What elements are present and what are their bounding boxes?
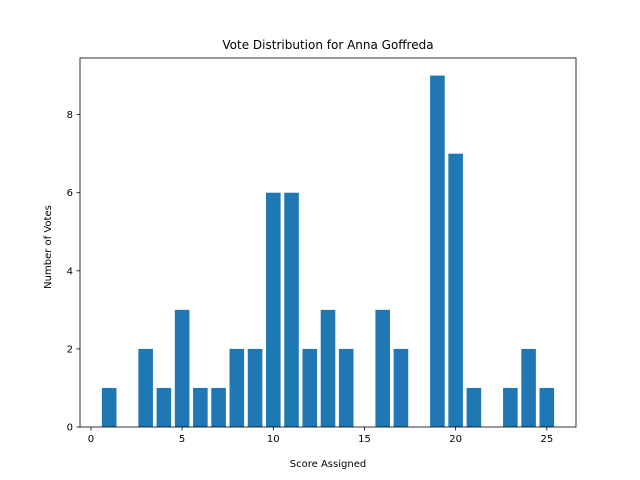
bar-score-16 (375, 309, 390, 427)
x-axis-label: Score Assigned (290, 459, 366, 470)
y-tick-label: 4 (67, 266, 73, 277)
y-axis-ticks: 0 2 4 6 8 (67, 110, 80, 434)
x-tick-label: 25 (540, 434, 553, 445)
y-tick-label: 2 (67, 344, 73, 355)
bar-score-4 (156, 387, 172, 427)
x-axis-ticks: 0 5 10 15 20 25 (88, 427, 553, 445)
bar-score-21 (466, 387, 482, 427)
x-tick-label: 20 (449, 434, 462, 445)
bar-score-14 (338, 348, 354, 427)
bar-score-11 (284, 192, 299, 427)
bar-score-3 (138, 348, 153, 427)
x-tick-label: 0 (88, 434, 94, 445)
x-tick-label: 15 (358, 434, 371, 445)
x-tick-label: 5 (179, 434, 185, 445)
bar-score-13 (320, 309, 336, 427)
bar-score-5 (174, 309, 190, 427)
bar-score-12 (302, 348, 318, 427)
bar-score-23 (503, 387, 518, 427)
y-tick-label: 8 (67, 110, 73, 121)
bar-score-7 (211, 387, 226, 427)
bar-score-10 (266, 192, 281, 427)
chart-title: Vote Distribution for Anna Goffreda (222, 38, 433, 52)
x-tick-label: 10 (267, 434, 280, 445)
bar-score-6 (193, 387, 208, 427)
plot-frame (79, 57, 577, 428)
bar-score-17 (393, 348, 409, 427)
bar-score-24 (521, 348, 536, 427)
bar-score-8 (229, 348, 245, 427)
bar-score-1 (101, 387, 117, 427)
y-axis-label: Number of Votes (43, 205, 54, 289)
bar-score-25 (539, 387, 555, 427)
bar-score-20 (448, 153, 463, 428)
bars-group (101, 75, 555, 428)
bar-score-9 (247, 348, 263, 427)
y-tick-label: 0 (67, 423, 73, 434)
y-tick-label: 6 (67, 188, 73, 199)
bar-score-19 (430, 75, 445, 427)
